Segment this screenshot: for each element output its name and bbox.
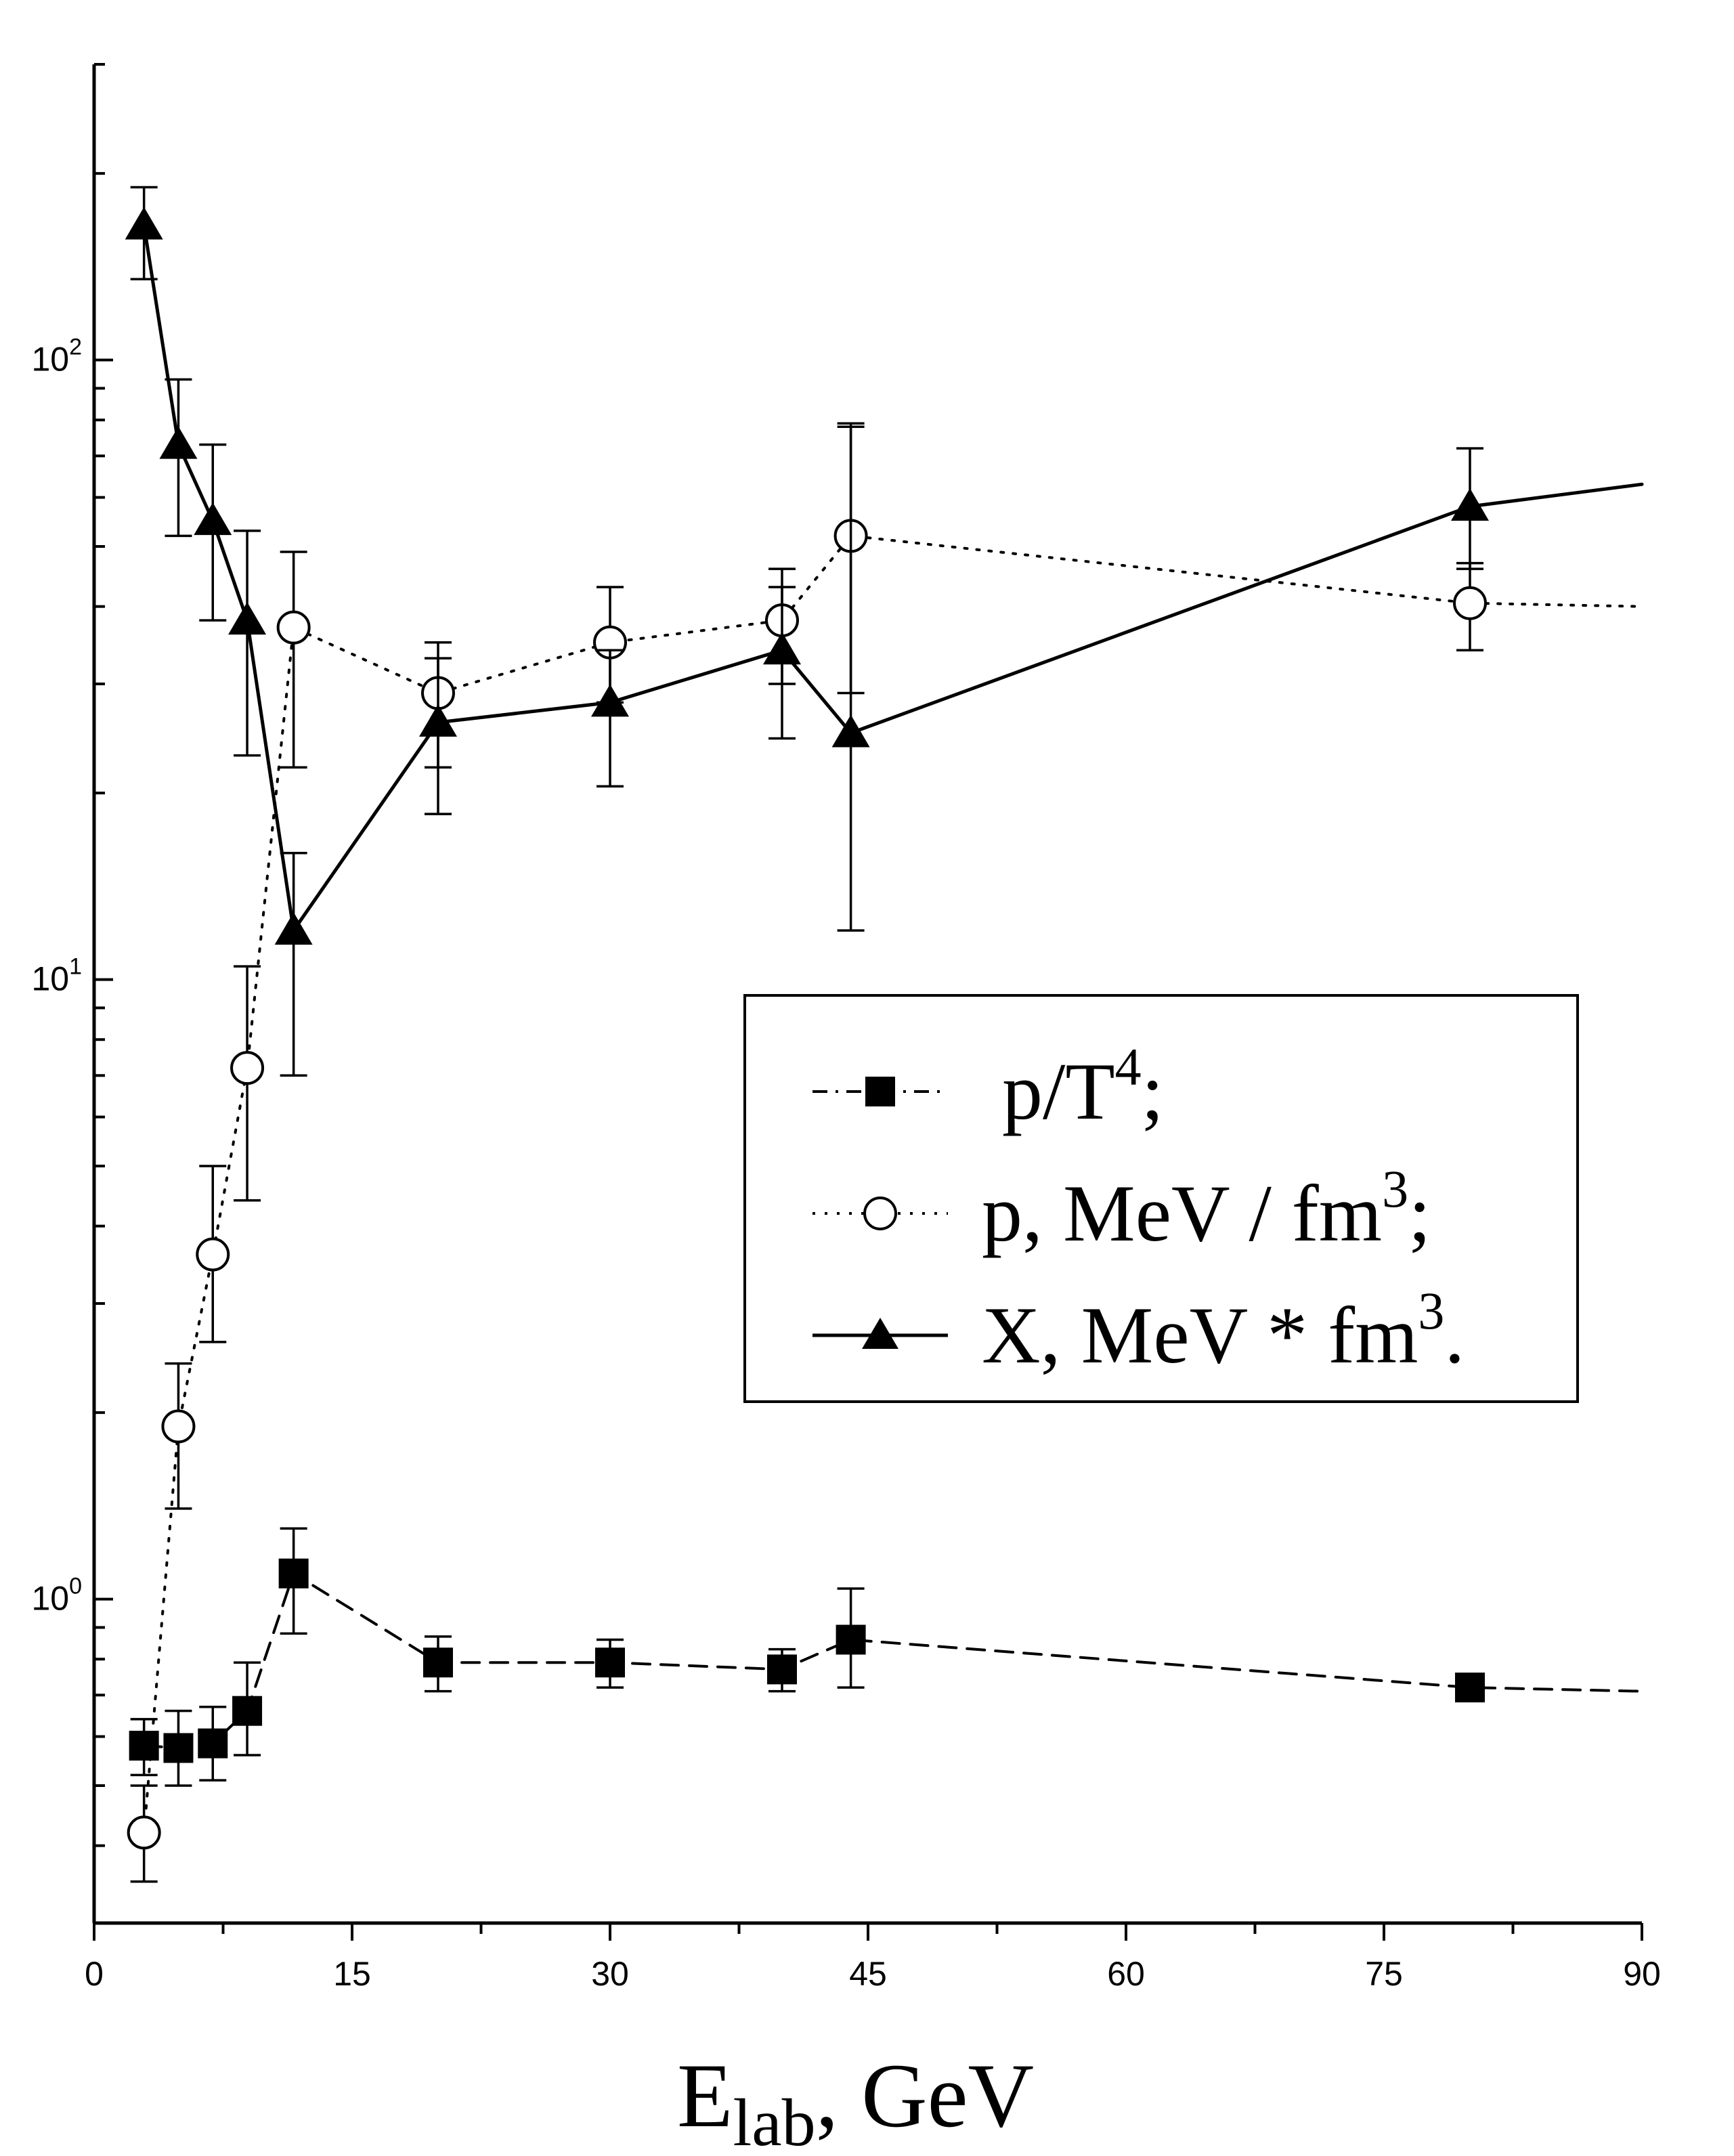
series-p-over-T4 xyxy=(129,1527,1643,1787)
x-tick-label: 60 xyxy=(1107,1955,1145,1993)
legend-label-pressure: p, MeV / fm3; xyxy=(982,1159,1431,1258)
x-tick-label: 75 xyxy=(1365,1955,1403,1993)
legend-entry-pressure: p, MeV / fm3; xyxy=(812,1159,1431,1258)
legend-label-p-over-T4: p/T4; xyxy=(1002,1037,1164,1136)
data-point-square xyxy=(232,1696,263,1726)
data-point-circle xyxy=(276,610,311,645)
data-point-square xyxy=(595,1647,625,1678)
y-tick-label: 102 xyxy=(31,335,82,379)
data-point-triangle xyxy=(194,502,232,536)
legend-entry-p-over-T4: p/T4; xyxy=(812,1037,1164,1136)
x-tick-label: 30 xyxy=(591,1955,629,1993)
data-point-square xyxy=(423,1647,453,1678)
x-tick-label: 90 xyxy=(1623,1955,1661,1993)
legend-label-X: X, MeV * fm3. xyxy=(982,1281,1465,1380)
y-tick-label: 101 xyxy=(31,954,82,998)
series-line xyxy=(142,534,1643,1834)
data-point-triangle xyxy=(763,632,801,665)
data-point-square xyxy=(198,1728,228,1759)
data-point-square xyxy=(767,1654,797,1685)
x-axis-label: Elab, GeV xyxy=(677,2046,1034,2156)
data-point-triangle xyxy=(159,426,198,459)
data-point-triangle xyxy=(591,684,629,717)
x-tick-label: 15 xyxy=(333,1955,371,1993)
data-point-triangle xyxy=(274,912,313,945)
data-point-triangle xyxy=(419,704,457,737)
data-point-triangle xyxy=(1451,488,1489,521)
series-line xyxy=(142,223,1644,935)
legend: p/T4; p, MeV / fm3; X, MeV * fm3. xyxy=(743,994,1579,1403)
series-layer xyxy=(125,186,1644,1883)
y-tick-label: 100 xyxy=(31,1574,82,1618)
data-point-circle xyxy=(161,1409,196,1444)
series-X xyxy=(125,186,1644,1077)
data-point-square xyxy=(836,1624,866,1655)
data-point-triangle xyxy=(228,602,267,635)
data-point-square xyxy=(129,1731,159,1761)
legend-swatch-square-marker xyxy=(865,1077,895,1106)
x-tick-label: 0 xyxy=(85,1955,104,1993)
series-line xyxy=(142,1571,1643,1750)
data-point-square xyxy=(163,1733,194,1763)
data-point-circle xyxy=(196,1237,230,1272)
data-point-triangle xyxy=(125,207,163,240)
data-point-square xyxy=(278,1558,309,1589)
data-point-circle xyxy=(1453,586,1487,620)
legend-entry-X: X, MeV * fm3. xyxy=(812,1281,1465,1380)
data-point-triangle xyxy=(831,714,870,748)
data-point-square xyxy=(1455,1673,1485,1703)
axes: 0 15 30 45 60 75 90 100 101 102 xyxy=(31,63,1661,1993)
data-point-circle xyxy=(230,1051,265,1085)
data-point-circle xyxy=(127,1815,161,1850)
legend-swatch-triangle-marker xyxy=(862,1318,898,1349)
x-tick-label: 45 xyxy=(849,1955,887,1993)
legend-swatch-circle-marker xyxy=(863,1196,897,1230)
